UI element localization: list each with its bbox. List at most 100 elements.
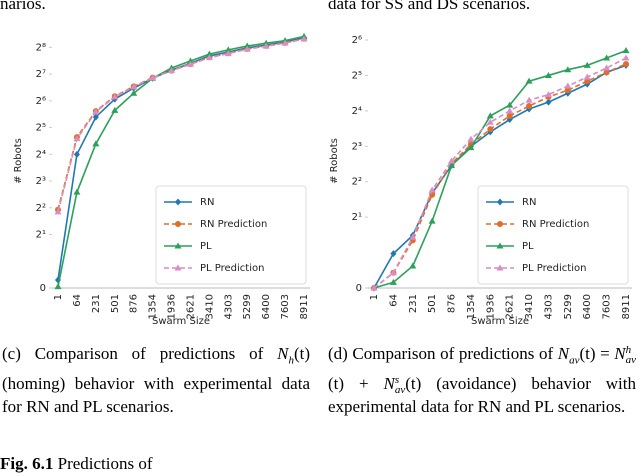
marker [564,82,572,89]
marker [506,112,513,119]
math-symbol: N [614,344,626,363]
marker [564,87,571,94]
x-tick-label: 6400 [582,294,593,319]
x-tick-label: 501 [427,294,438,313]
x-tick-label: 1354 [148,294,159,319]
math-text: (t) + [328,374,369,394]
marker [429,191,436,198]
y-tick-label: 2⁴ [36,149,46,160]
legend-label: RN [200,197,214,208]
marker [497,198,503,206]
marker [390,250,397,258]
marker [243,42,251,49]
x-tick-label: 3410 [204,294,215,319]
y-tick-label: 2⁴ [352,106,362,117]
marker [224,50,232,57]
marker [525,96,533,103]
marker [506,107,514,114]
series-line [57,38,305,213]
math-sup: h [625,344,632,357]
x-tick-label: 64 [388,294,399,307]
y-axis-label: # Robots [329,138,340,184]
x-tick-label: 4303 [543,294,554,319]
y-tick-label: 2⁸ [36,42,46,53]
marker [448,161,456,168]
y-tick-label: 2⁶ [36,96,46,107]
y-tick-label: 2⁵ [352,70,362,81]
marker [174,264,182,271]
marker [544,91,552,98]
math-symbol: N [383,374,395,394]
marker [73,135,81,142]
marker [389,278,397,285]
x-axis-label: Swarm Size [152,316,210,326]
x-tick-label: 1 [369,294,380,300]
x-tick-label: 4303 [223,294,234,319]
math-symbol: N [557,344,570,363]
math-text: (t) [293,344,310,363]
marker [487,126,494,133]
x-tick-label: 1936 [485,294,496,319]
text-fragment: narios. [0,0,46,13]
marker [526,103,533,110]
marker [428,217,436,224]
y-tick-label: 0 [40,283,46,294]
marker [205,50,213,57]
marker [496,264,504,271]
caption-text: (avoidance) behavior with experimental d… [328,374,637,417]
marker [545,98,552,106]
math-sub: av [569,354,580,367]
x-tick-label: 876 [129,294,140,313]
subfigure-caption: (c) Comparison of predictions of Nh(t) (… [2,342,310,418]
chart: 0 2¹ 2² 2³ 2⁴ 2⁵ 2⁶ 1 64 231 501 876 1354 1936 2621 341… [329,35,632,326]
marker [111,93,119,100]
x-tick-label: 5299 [563,294,574,319]
marker [54,208,62,215]
x-tick-label: 5299 [242,294,253,319]
figure-caption: Fig. 6.1 Predictions of [0,454,153,474]
math-sup: s [394,374,400,387]
marker [409,233,417,240]
x-tick-label: 8911 [299,294,310,319]
marker [149,74,157,81]
marker [506,101,514,108]
y-tick-label: 2³ [352,141,362,152]
marker [224,46,232,53]
marker [243,45,251,52]
math-text: (t) [405,374,422,394]
marker [467,144,475,151]
y-tick-label: 0 [356,283,362,294]
legend-label: PL [522,241,534,252]
x-axis-label: Swarm Size [471,316,529,326]
marker [544,71,552,78]
x-tick-label: 1354 [466,294,477,319]
legend-label: PL Prediction [522,263,586,274]
marker [622,54,630,61]
marker [370,284,378,291]
y-axis-label: # Robots [13,138,24,184]
marker [525,77,533,84]
marker [583,61,591,68]
marker [623,61,629,68]
marker [409,262,417,269]
y-tick-label: 2¹ [36,230,46,241]
x-tick-label: 64 [72,294,83,307]
legend-label: RN [522,197,536,208]
marker [603,54,611,61]
marker [622,47,630,54]
x-tick-label: 876 [447,294,458,313]
series-line [57,35,305,287]
marker [486,118,494,125]
math-sub: av [394,384,406,397]
marker [486,112,494,119]
marker [603,64,611,71]
marker [92,140,100,147]
marker [564,66,572,73]
y-tick-label: 2⁶ [352,35,362,46]
x-tick-label: 501 [110,294,121,313]
marker [205,54,213,61]
x-tick-label: 231 [408,294,419,313]
chart: 0 2¹ 2² 2³ 2⁴ 2⁵ 2⁶ 2⁷ 2⁸ 1 64 231 501 876 1354 1936 262… [13,32,310,326]
caption-text: (c) Comparison of predictions of [2,344,264,363]
